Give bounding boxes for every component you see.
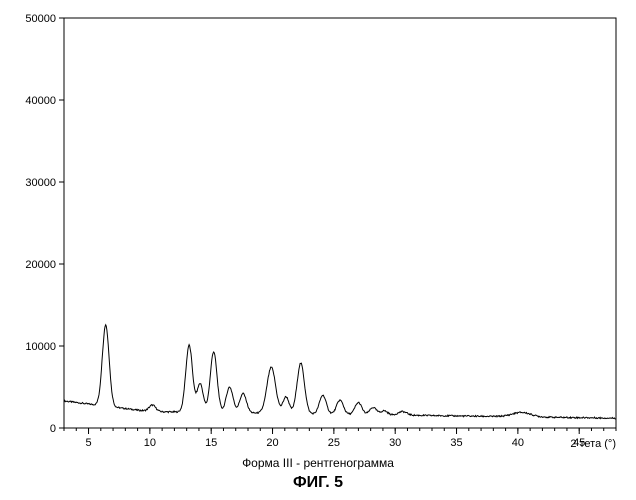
y-tick-label: 10000 <box>25 341 56 353</box>
plot-area <box>64 18 616 428</box>
chart-subtitle: Форма III - рентгенограмма <box>0 456 636 470</box>
y-tick-label: 0 <box>50 423 56 435</box>
y-tick-label: 50000 <box>25 13 56 25</box>
figure-label: ФИГ. 5 <box>0 474 636 492</box>
x-axis-label: 2 тета (°) <box>570 438 616 450</box>
x-tick-label: 30 <box>389 437 401 449</box>
x-tick-label: 25 <box>328 437 340 449</box>
x-tick-label: 20 <box>266 437 278 449</box>
figure-container: 0 10000 20000 30000 40000 50000 5 10 15 20 25 30 35 4… <box>0 0 636 500</box>
y-tick-label: 40000 <box>25 95 56 107</box>
x-tick-label: 5 <box>85 437 91 449</box>
y-tick-label: 30000 <box>25 177 56 189</box>
xrd-chart: 0 10000 20000 30000 40000 50000 5 10 15 20 25 30 35 4… <box>0 0 636 500</box>
x-tick-label: 15 <box>205 437 217 449</box>
x-tick-label: 10 <box>144 437 156 449</box>
x-tick-label: 40 <box>512 437 524 449</box>
y-tick-label: 20000 <box>25 259 56 271</box>
x-tick-label: 35 <box>450 437 462 449</box>
